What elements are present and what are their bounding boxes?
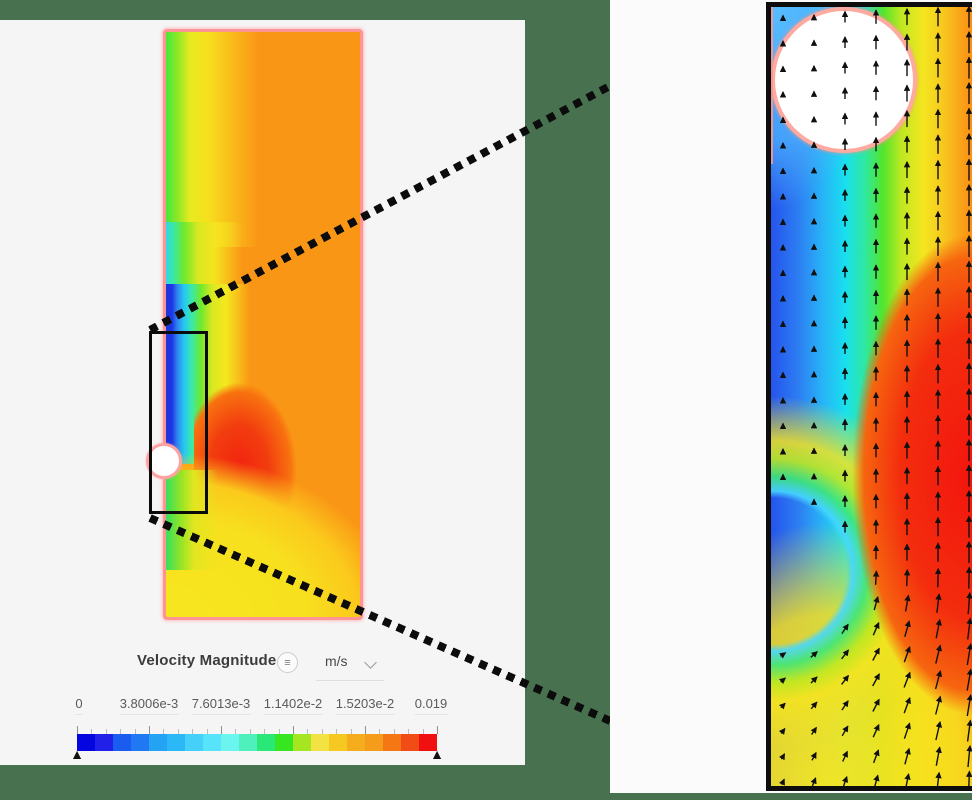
- range-max-marker-icon[interactable]: ▲: [430, 746, 444, 762]
- unit-dropdown-underline: [316, 680, 384, 681]
- unit-dropdown[interactable]: m/s: [325, 653, 348, 669]
- colorbar-tick-label: 7.6013e-3: [191, 696, 251, 715]
- colorbar-segment: [347, 734, 365, 751]
- contour-below-notch-jet: [166, 470, 221, 570]
- colorbar-segment: [293, 734, 311, 751]
- velocity-contour-field: [166, 32, 360, 617]
- colorbar-tick-marks: [77, 726, 438, 734]
- zoom-region-box: [149, 331, 208, 514]
- cylinder-obstacle: [146, 443, 182, 479]
- colorbar[interactable]: [77, 734, 437, 751]
- velocity-vector-arrows: [778, 7, 972, 786]
- menu-icon: ≡: [284, 656, 291, 669]
- colorbar-segment: [401, 734, 419, 751]
- colorbar-tick-label: 0.019: [414, 696, 448, 715]
- legend-menu-button[interactable]: ≡: [277, 652, 298, 673]
- colorbar-segment: [185, 734, 203, 751]
- colorbar-segment: [113, 734, 131, 751]
- inset-contour-field: [771, 7, 972, 786]
- colorbar-tick-label: 1.1402e-2: [263, 696, 323, 715]
- colorbar-segment: [95, 734, 113, 751]
- legend-field-title: Velocity Magnitude: [137, 652, 277, 669]
- contour-band-green-yellow: [166, 32, 261, 247]
- colorbar-segment: [383, 734, 401, 751]
- wall-boundary-line: [771, 7, 773, 164]
- colorbar-segment: [419, 734, 437, 751]
- zoom-inset-view[interactable]: [766, 2, 972, 791]
- colorbar-segment: [149, 734, 167, 751]
- colorbar-segment: [203, 734, 221, 751]
- colorbar-segment: [257, 734, 275, 751]
- colorbar-segment: [329, 734, 347, 751]
- simulation-domain-contour[interactable]: [146, 29, 363, 620]
- colorbar-segment: [221, 734, 239, 751]
- range-min-marker-icon[interactable]: ▲: [70, 746, 84, 762]
- colorbar-segment: [311, 734, 329, 751]
- cylinder-obstacle-magnified: [771, 7, 917, 153]
- colorbar-tick-label: 3.8006e-3: [119, 696, 179, 715]
- colorbar-segment: [77, 734, 95, 751]
- colorbar-segment: [131, 734, 149, 751]
- colorbar-segment: [365, 734, 383, 751]
- colorbar-tick-label: 1.5203e-2: [335, 696, 395, 715]
- colorbar-segment: [167, 734, 185, 751]
- colorbar-segment: [275, 734, 293, 751]
- colorbar-tick-label: 0: [75, 696, 83, 715]
- colorbar-segment: [239, 734, 257, 751]
